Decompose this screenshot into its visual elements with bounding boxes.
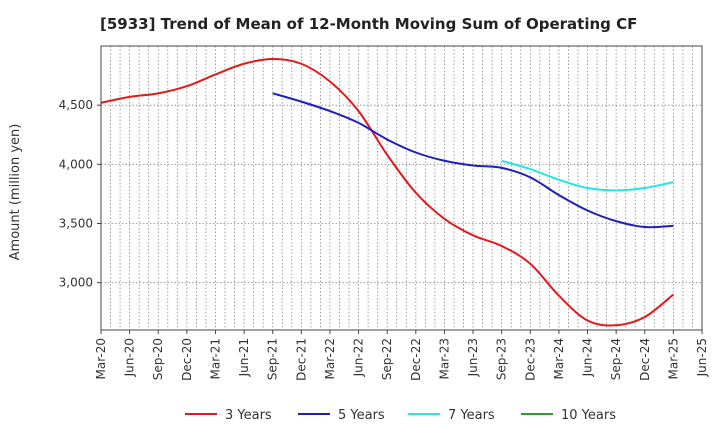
x-tick-label: Dec-23 bbox=[523, 338, 537, 381]
x-tick-label: Sep-21 bbox=[266, 338, 280, 380]
series-line-3-years bbox=[100, 58, 675, 327]
chart-title: [5933] Trend of Mean of 12-Month Moving … bbox=[100, 15, 637, 33]
series-line-7-years bbox=[501, 159, 674, 192]
x-tick-label: Jun-24 bbox=[581, 338, 595, 377]
x-tick-label: Jun-20 bbox=[123, 338, 137, 377]
x-tick-label: Mar-25 bbox=[666, 338, 680, 379]
x-tick-label: Sep-22 bbox=[380, 338, 394, 380]
legend-label-7-years: 7 Years bbox=[448, 408, 495, 423]
x-tick-label: Mar-21 bbox=[208, 338, 222, 379]
legend-label-5-years: 5 Years bbox=[338, 408, 385, 423]
y-tick-label: 3,000 bbox=[59, 276, 93, 290]
x-tick-label: Sep-20 bbox=[151, 338, 165, 380]
x-tick-label: Dec-21 bbox=[294, 338, 308, 381]
x-tick-label: Jun-21 bbox=[237, 338, 251, 377]
x-tick-label: Jun-22 bbox=[352, 338, 366, 377]
y-axis-label: Amount (million yen) bbox=[8, 124, 23, 261]
y-tick-label: 4,500 bbox=[59, 98, 93, 112]
plot-area bbox=[101, 46, 702, 330]
x-tick-label: Mar-20 bbox=[94, 338, 108, 379]
x-tick-label: Mar-23 bbox=[437, 338, 451, 379]
plot-frame bbox=[100, 45, 703, 331]
series-line-5-years bbox=[272, 92, 674, 229]
x-tick-label: Dec-24 bbox=[638, 338, 652, 381]
x-tick-label: Sep-23 bbox=[495, 338, 509, 380]
x-tick-label: Jun-23 bbox=[466, 338, 480, 377]
x-tick-label: Mar-24 bbox=[552, 338, 566, 379]
y-tick-label: 3,500 bbox=[59, 217, 93, 231]
y-tick-label: 4,000 bbox=[59, 157, 93, 171]
x-tick-label: Jun-25 bbox=[695, 338, 709, 377]
x-tick-label: Sep-24 bbox=[609, 338, 623, 380]
legend-label-10-years: 10 Years bbox=[561, 408, 616, 423]
x-tick-label: Mar-22 bbox=[323, 338, 337, 379]
x-tick-label: Dec-20 bbox=[180, 338, 194, 381]
x-tick-label: Dec-22 bbox=[409, 338, 423, 381]
legend-label-3-years: 3 Years bbox=[225, 408, 272, 423]
